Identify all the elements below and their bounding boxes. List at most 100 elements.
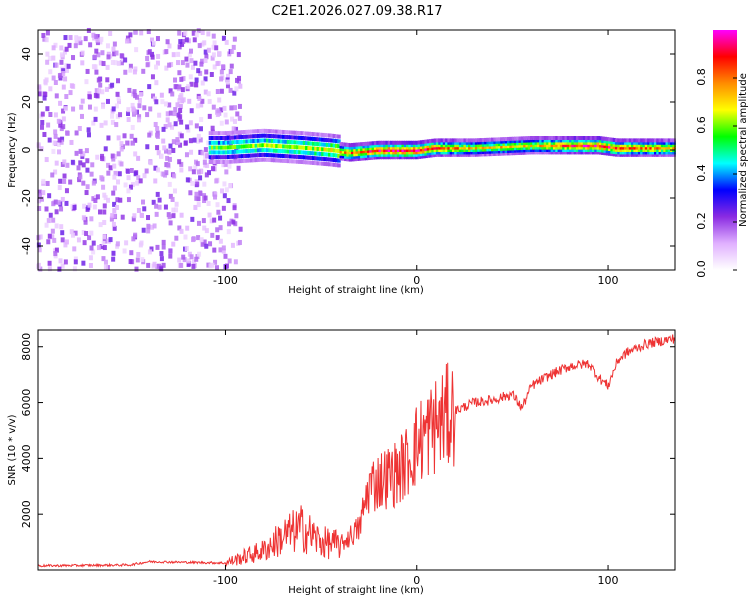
spectrogram-noise-cell bbox=[215, 61, 220, 67]
spectrogram-signal-cell bbox=[474, 150, 479, 155]
spectrogram-noise-cell bbox=[155, 167, 160, 173]
spectrogram-signal-cell bbox=[419, 152, 424, 157]
spectrogram-signal-cell bbox=[314, 141, 318, 146]
spectrogram-signal-cell bbox=[642, 145, 647, 150]
spectrogram-signal-cell bbox=[621, 145, 626, 150]
spectrogram-signal-cell bbox=[305, 160, 309, 165]
spectrogram-signal-cell bbox=[445, 148, 449, 152]
spectrogram-signal-cell bbox=[637, 148, 642, 152]
spectrogram-noise-cell bbox=[76, 165, 81, 171]
spectrogram-signal-cell bbox=[578, 140, 582, 145]
spectrogram-signal-cell bbox=[314, 132, 318, 137]
spectrogram-noise-cell bbox=[218, 215, 223, 221]
spectrogram-signal-cell bbox=[619, 150, 624, 155]
spectrogram-noise-cell bbox=[62, 159, 67, 165]
spectrogram-signal-cell bbox=[348, 143, 353, 148]
spectrogram-signal-cell bbox=[491, 140, 495, 145]
spectrogram-signal-cell bbox=[341, 156, 346, 161]
spectrogram-noise-cell bbox=[181, 97, 186, 103]
spectrogram-noise-cell bbox=[157, 112, 162, 118]
spectrogram-signal-cell bbox=[277, 129, 282, 134]
spectrogram-signal-cell bbox=[291, 149, 295, 154]
spectrogram-signal-cell bbox=[610, 149, 614, 154]
spectrogram-noise-cell bbox=[185, 225, 190, 231]
spectrogram-signal-cell bbox=[605, 139, 610, 144]
spectrogram-signal-cell bbox=[396, 150, 401, 155]
spectrogram-signal-cell bbox=[275, 144, 279, 149]
spectrogram-signal-cell bbox=[513, 146, 518, 151]
spectrogram-signal-cell bbox=[215, 150, 220, 155]
spectrogram-signal-cell bbox=[323, 157, 327, 162]
spectrogram-noise-cell bbox=[37, 84, 42, 90]
spectrogram-signal-cell bbox=[385, 150, 389, 155]
spectrogram-noise-cell bbox=[189, 254, 194, 260]
spectrogram-signal-cell bbox=[488, 152, 493, 157]
spectrogram-noise-cell bbox=[134, 47, 139, 53]
spectrogram-signal-cell bbox=[644, 140, 649, 145]
spectrogram-noise-cell bbox=[150, 51, 155, 57]
snr-x-tick-label: 100 bbox=[598, 574, 619, 587]
spectrogram-noise-cell bbox=[230, 48, 235, 54]
spectrogram-signal-cell bbox=[603, 148, 607, 153]
spectrogram-signal-cell bbox=[213, 140, 217, 145]
spectrogram-noise-cell bbox=[102, 203, 107, 209]
spectrogram-signal-cell bbox=[385, 145, 389, 150]
spectrogram-noise-cell bbox=[115, 197, 120, 203]
spectrogram-signal-cell bbox=[279, 158, 284, 163]
spectrogram-signal-cell bbox=[635, 140, 640, 145]
spectrogram-signal-cell bbox=[651, 152, 656, 157]
spectrogram-signal-cell bbox=[647, 138, 651, 143]
spectrogram-signal-cell bbox=[328, 152, 332, 157]
spectrogram-noise-cell bbox=[179, 167, 184, 173]
spectrogram-signal-cell bbox=[596, 138, 601, 143]
spectrogram-noise-cell bbox=[93, 116, 98, 122]
spectrogram-noise-cell bbox=[234, 126, 239, 132]
spectrogram-signal-cell bbox=[355, 152, 360, 157]
spectrogram-signal-cell bbox=[392, 140, 396, 145]
spectrogram-signal-cell bbox=[626, 138, 630, 143]
spectrogram-noise-cell bbox=[116, 135, 121, 141]
spectrogram-noise-cell bbox=[73, 43, 78, 49]
spectrogram-noise-cell bbox=[195, 161, 200, 167]
spectrogram-noise-cell bbox=[190, 64, 195, 70]
spectrogram-noise-cell bbox=[228, 69, 233, 75]
spectrogram-signal-cell bbox=[658, 138, 663, 143]
spectrogram-signal-cell bbox=[541, 136, 546, 140]
spectrogram-signal-cell bbox=[477, 140, 481, 145]
spectrogram-noise-cell bbox=[177, 84, 182, 90]
spectrogram-noise-cell bbox=[187, 52, 192, 58]
spectrogram-signal-cell bbox=[543, 145, 548, 150]
spectrogram-signal-cell bbox=[344, 142, 348, 147]
spectrogram-signal-cell bbox=[481, 140, 486, 145]
spectrogram-signal-cell bbox=[227, 131, 231, 136]
spectrogram-noise-cell bbox=[98, 39, 103, 45]
spectrogram-signal-cell bbox=[350, 145, 355, 150]
spectrogram-signal-cell bbox=[582, 145, 587, 150]
spectrogram-signal-cell bbox=[454, 150, 458, 155]
spectrogram-signal-cell bbox=[341, 151, 346, 156]
spectrogram-noise-cell bbox=[198, 175, 203, 181]
spectrogram-signal-cell bbox=[497, 137, 502, 142]
spectrogram-signal-cell bbox=[272, 148, 277, 153]
spectrogram-signal-cell bbox=[520, 148, 525, 153]
spectrogram-noise-cell bbox=[99, 175, 104, 181]
spectrogram-signal-cell bbox=[665, 143, 669, 148]
spectrogram-signal-cell bbox=[509, 146, 513, 151]
spectrogram-noise-cell bbox=[81, 162, 86, 168]
spectrogram-signal-cell bbox=[647, 140, 651, 145]
spectrogram-signal-cell bbox=[497, 149, 502, 154]
spectrogram-noise-cell bbox=[72, 246, 77, 252]
spectrogram-signal-cell bbox=[642, 138, 647, 143]
spectrogram-signal-cell bbox=[305, 136, 309, 141]
spectrogram-signal-cell bbox=[236, 149, 240, 154]
spectrogram-signal-cell bbox=[575, 150, 580, 155]
spectrogram-noise-cell bbox=[64, 239, 69, 245]
spectrogram-signal-cell bbox=[231, 149, 236, 154]
spectrogram-signal-cell bbox=[594, 138, 598, 143]
spectrogram-signal-cell bbox=[394, 148, 399, 152]
spectrogram-noise-cell bbox=[98, 209, 103, 215]
spectrogram-signal-cell bbox=[585, 148, 589, 152]
spectrogram-signal-cell bbox=[339, 146, 344, 151]
spectrogram-signal-cell bbox=[311, 132, 316, 137]
spectrogram-signal-cell bbox=[525, 138, 529, 143]
